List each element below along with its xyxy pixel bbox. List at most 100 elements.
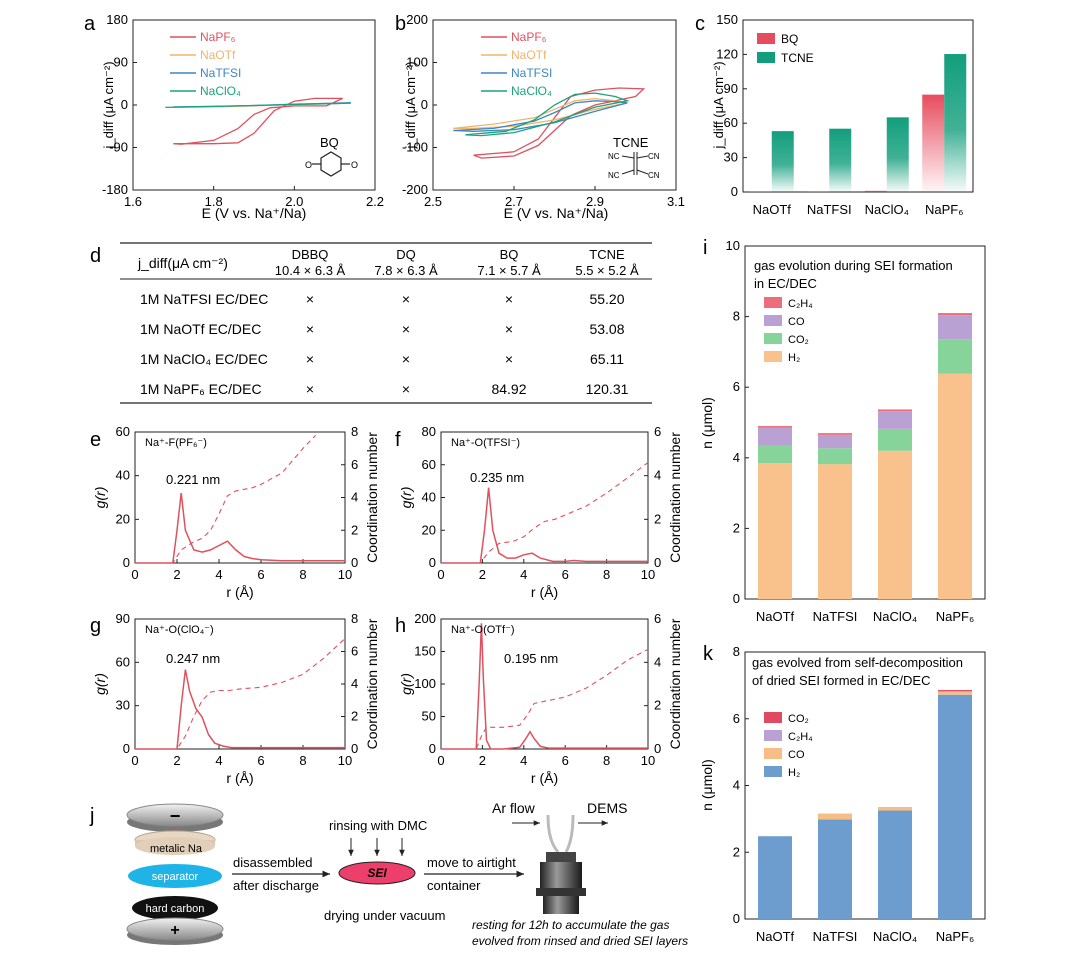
i-ytick-label: 10: [726, 238, 740, 253]
chart-title-k-line1: gas evolved from self-decomposition: [752, 655, 963, 670]
y2-axis-label-g: Coordination number: [364, 618, 380, 749]
rdf-line-g: [135, 669, 345, 750]
pair-label-h: Na⁺-O(OTf⁻): [451, 624, 515, 636]
table-cell: ×: [402, 381, 410, 397]
tcne-cn-2: CN: [648, 152, 660, 161]
cn-line-g: [135, 638, 346, 750]
x-category-label: NaClO₄: [873, 929, 917, 944]
table-cell: ×: [505, 321, 513, 337]
i-ytick-label: 6: [733, 379, 740, 394]
cv-line-NaClO₄: [165, 102, 351, 109]
table-cell: ×: [505, 351, 513, 367]
k-ytick-label: 2: [733, 844, 740, 859]
panel-label-f: f: [395, 429, 401, 451]
pair-label-g: Na⁺-O(ClO₄⁻): [145, 624, 214, 636]
legend-label: C₂H₄: [788, 731, 813, 743]
g-y2-ytick-label: 6: [351, 644, 358, 659]
table-col-size: 7.1 × 5.7 Å: [477, 263, 541, 278]
y-axis-label-i: n (μmol): [699, 397, 715, 449]
e-ytick-label: 20: [116, 511, 130, 526]
cv-line-NaClO₄: [465, 92, 630, 137]
bar-CO₂-NaTFSI: [818, 448, 852, 465]
a-ytick-label: -90: [109, 140, 128, 155]
h-xtick-label: 6: [562, 753, 569, 768]
y-axis-label-g: g(r): [92, 673, 108, 695]
peak-label-e: 0.221 nm: [166, 472, 220, 487]
peak-label-h: 0.195 nm: [504, 651, 558, 666]
step1-text-line1: disassembled: [233, 855, 313, 870]
a-ytick-label: 180: [106, 12, 128, 27]
plot-frame-c: [742, 19, 974, 193]
legend-swatch: [764, 297, 782, 308]
h-y2-ytick-label: 4: [654, 654, 661, 669]
f-ytick-label: 60: [422, 457, 436, 472]
bar-CO₂-NaOTf: [758, 445, 792, 464]
k-ytick-label: 6: [733, 711, 740, 726]
table-col-header: BQ: [500, 247, 519, 262]
legend-label: H₂: [788, 352, 800, 364]
legend-swatch: [757, 33, 775, 44]
h-xtick-label: 2: [479, 753, 486, 768]
bar-CO-NaPF₆: [938, 692, 972, 695]
rest-text-line2: evolved from rinsed and dried SEI layers: [472, 934, 688, 948]
y-axis-label-f: g(r): [398, 487, 414, 509]
c-ytick-label: 120: [716, 46, 738, 61]
a-ytick-label: -180: [102, 182, 128, 197]
table-col-size: 5.5 × 5.2 Å: [575, 263, 639, 278]
bar-C₂H₄-NaTFSI: [818, 433, 852, 435]
e-y2-ytick-label: 0: [351, 555, 358, 570]
panel-label-d: d: [90, 245, 101, 267]
a-ytick-label: 0: [121, 97, 128, 112]
pair-label-f: Na⁺-O(TFSI⁻): [451, 437, 520, 449]
bar-BQ-NaTFSI: [807, 191, 830, 192]
bar-H₂-NaClO₄: [878, 450, 912, 599]
separator-disk-icon: [128, 864, 222, 888]
panel-label-h: h: [395, 615, 406, 637]
separator-label: separator: [152, 871, 199, 883]
dems-text: DEMS: [587, 800, 627, 816]
ticks-i: 10 8 6 4 2 0: [726, 238, 749, 606]
ar-flow-text: Ar flow: [492, 800, 536, 816]
legend-swatch: [764, 766, 782, 777]
f-y2-ytick-label: 4: [654, 468, 661, 483]
panel-label-j: j: [89, 805, 94, 827]
legend-label: NaPF₆: [511, 30, 547, 44]
panel-label-a: a: [84, 13, 96, 35]
bar-H₂-NaPF₆: [938, 694, 972, 919]
g-xtick-label: 0: [131, 753, 138, 768]
c-ytick-label: 60: [724, 115, 738, 130]
tcne-structure-icon: [621, 152, 649, 175]
table-cell: 65.11: [590, 351, 624, 367]
legend-label: CO: [788, 749, 805, 761]
rest-text-line1: resting for 12h to accumulate the gas: [472, 918, 669, 932]
chart-title-i-line1: gas evolution during SEI formation: [754, 258, 953, 273]
bars-group-k: NaOTf NaTFSI NaClO₄ NaPF₆: [756, 690, 974, 944]
table-header-jdiff: j_diff(μA cm⁻²): [137, 255, 228, 271]
legend-swatch: [764, 712, 782, 723]
sei-disk-icon: [338, 861, 416, 885]
legend-label: C₂H₄: [788, 298, 813, 310]
b-ytick-label: 100: [406, 55, 428, 70]
bq-o-left: O: [305, 160, 312, 170]
legend-label: TCNE: [781, 51, 814, 65]
a-xtick-label: 2.2: [366, 194, 384, 209]
bar-C₂H₄-NaOTf: [758, 426, 792, 428]
bars-group-i: NaOTf NaTFSI NaClO₄ NaPF₆: [756, 313, 974, 624]
e-xtick-label: 8: [299, 567, 306, 582]
x-category-label: NaTFSI: [813, 609, 858, 624]
table-cell: ×: [402, 291, 410, 307]
h-ytick-label: 50: [422, 709, 436, 724]
hard-carbon-disk-icon: [132, 896, 218, 920]
e-ytick-label: 60: [116, 424, 130, 439]
panel-i: i 10 8 6 4 2 0 n (μmol) gas evolution during …: [699, 237, 986, 624]
y-axis-label-a: j_diff (μA cm⁻²): [101, 61, 116, 149]
y2-axis-label-h: Coordination number: [667, 618, 683, 749]
g-y2-ytick-label: 2: [351, 709, 358, 724]
plus-sign: +: [170, 922, 179, 939]
panel-label-g: g: [90, 615, 101, 637]
y2-axis-label-f: Coordination number: [667, 432, 683, 563]
plot-frame-f: [440, 431, 649, 564]
i-ytick-label: 0: [733, 591, 740, 606]
